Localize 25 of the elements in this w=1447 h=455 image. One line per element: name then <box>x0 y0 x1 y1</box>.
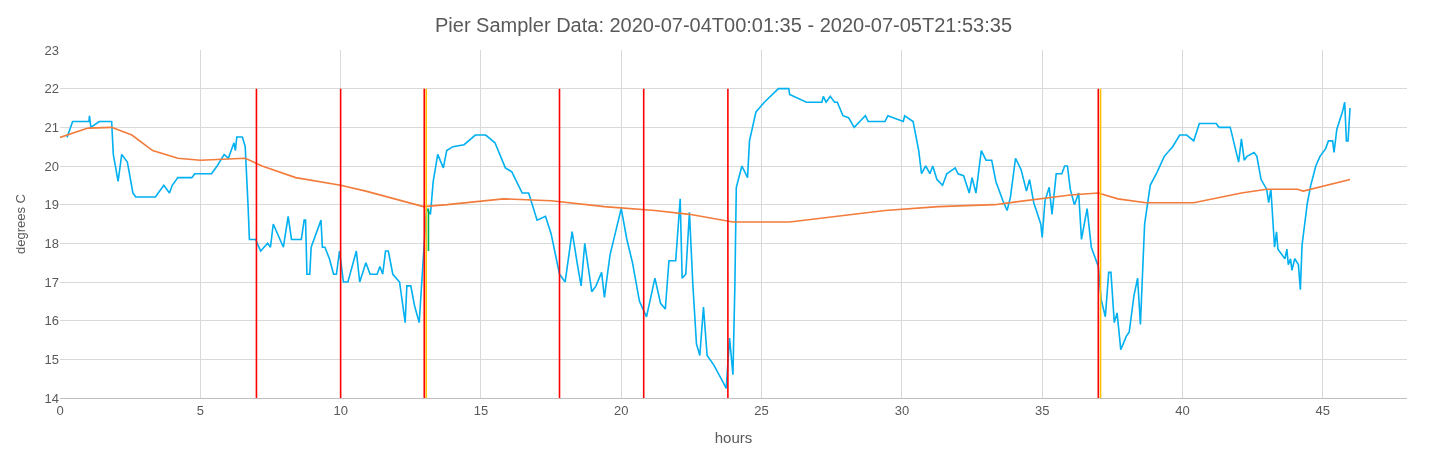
y-tick-label: 14 <box>44 390 59 406</box>
x-tick-label: 20 <box>614 402 629 418</box>
chart-title: Pier Sampler Data: 2020-07-04T00:01:35 - 2020-07-05T21:53:35 <box>434 14 1013 37</box>
x-tick-label: 5 <box>196 402 204 418</box>
x-tick-label: 15 <box>473 402 489 418</box>
y-tick-label: 17 <box>44 274 59 290</box>
line-series <box>60 126 1351 223</box>
y-axis-title: degrees C <box>13 194 29 254</box>
y-tick-label: 23 <box>44 42 59 58</box>
y-tick-label: 19 <box>44 197 59 213</box>
line-series <box>66 87 1351 390</box>
y-tick-label: 15 <box>44 351 59 367</box>
y-tick-label: 22 <box>44 81 59 97</box>
x-tick-label: 30 <box>894 402 910 418</box>
x-axis-title: hours <box>714 428 753 446</box>
x-tick-label: 0 <box>56 402 64 418</box>
y-tick-label: 18 <box>44 235 59 251</box>
y-tick-label: 21 <box>44 119 59 135</box>
x-tick-label: 35 <box>1034 402 1050 418</box>
x-tick-label: 25 <box>754 402 769 418</box>
x-tick-label: 45 <box>1315 402 1331 418</box>
y-tick-label: 20 <box>44 158 59 174</box>
x-tick-label: 10 <box>333 402 348 418</box>
y-tick-label: 16 <box>44 313 59 329</box>
x-tick-label: 40 <box>1175 402 1190 418</box>
